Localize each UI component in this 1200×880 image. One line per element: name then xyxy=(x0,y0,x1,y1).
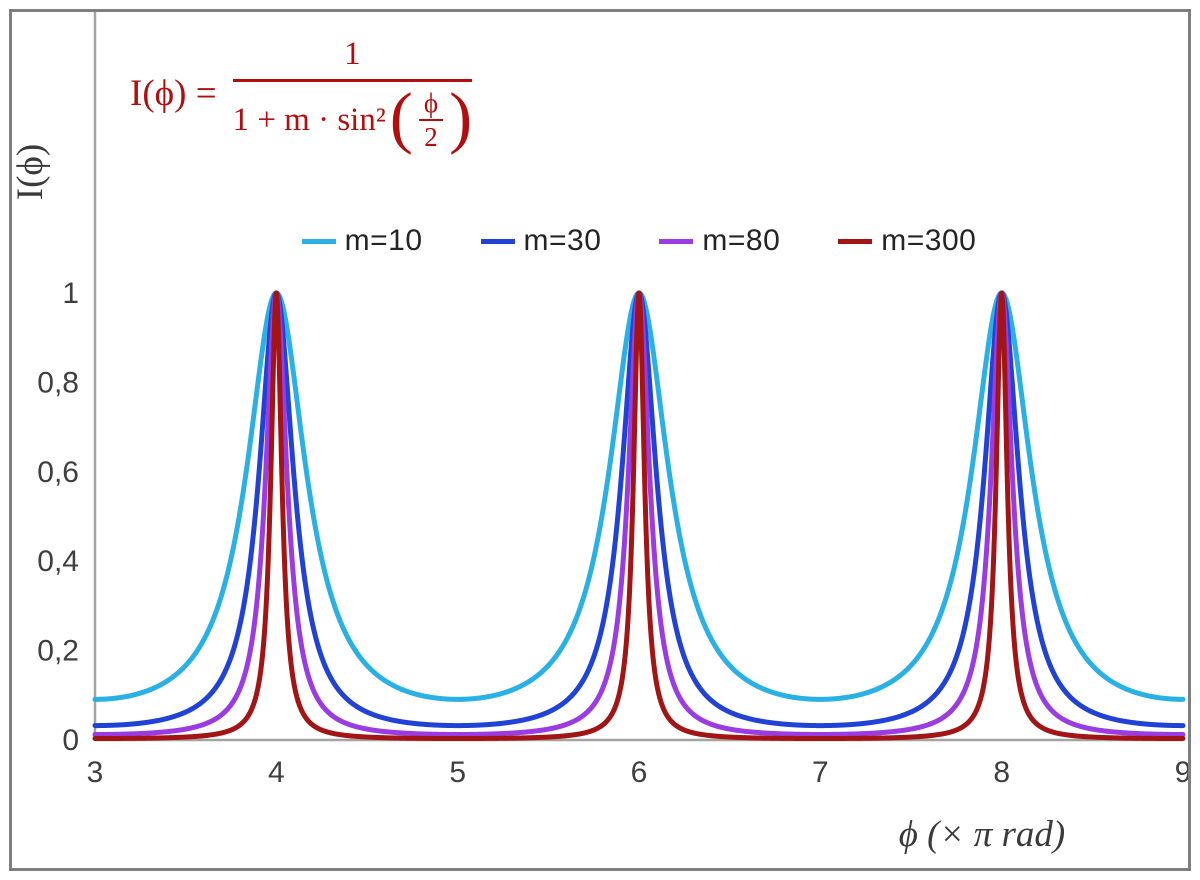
curve-m=80 xyxy=(92,290,1186,737)
x-tick-label: 3 xyxy=(87,756,104,789)
x-tick-label: 8 xyxy=(993,756,1010,789)
formula-inner-denominator: 2 xyxy=(424,122,438,153)
y-tick-label: 1 xyxy=(62,277,79,310)
legend-swatch xyxy=(659,238,694,244)
legend-label: m=30 xyxy=(523,224,602,257)
x-tick-label: 7 xyxy=(812,756,829,789)
x-axis-title: ϕ (× π rad) xyxy=(899,814,1065,855)
legend-swatch xyxy=(301,238,336,244)
y-tick-label: 0,8 xyxy=(37,366,79,399)
legend-swatch xyxy=(838,238,873,244)
legend-item-m=80: m=80 xyxy=(659,224,780,258)
legend: m=10 m=30 m=80 m=300 xyxy=(95,224,1183,258)
curve-m=300 xyxy=(92,290,1186,742)
x-tick-label: 5 xyxy=(449,756,466,789)
y-tick-label: 0,2 xyxy=(37,635,79,668)
formula-denominator: 1 + m · sin² ( ϕ 2 ) xyxy=(233,82,473,152)
formula-open-paren: ( xyxy=(389,77,413,155)
formula-numerator: 1 xyxy=(232,36,473,82)
formula-den-prefix: 1 + m · sin² xyxy=(232,101,386,138)
formula-lhs: I(ϕ) = xyxy=(130,73,217,115)
legend-label: m=80 xyxy=(702,224,781,257)
y-tick-label: 0,4 xyxy=(37,545,79,578)
legend-label: m=300 xyxy=(881,224,977,257)
y-axis-title: I(ϕ) xyxy=(10,144,51,200)
formula-inner-numerator: ϕ xyxy=(418,89,444,122)
legend-item-m=30: m=30 xyxy=(480,224,602,258)
x-tick-label: 4 xyxy=(268,756,285,789)
x-tick-label: 9 xyxy=(1175,756,1192,789)
legend-item-m=300: m=300 xyxy=(838,224,976,258)
y-tick-label: 0 xyxy=(62,724,79,757)
formula-fraction: 1 1 + m · sin² ( ϕ 2 ) xyxy=(232,36,473,152)
formula-inner-fraction: ϕ 2 xyxy=(418,89,444,153)
x-tick-label: 6 xyxy=(631,756,648,789)
legend-label: m=10 xyxy=(344,224,423,257)
formula: I(ϕ) = 1 1 + m · sin² ( ϕ 2 ) xyxy=(130,36,473,152)
formula-close-paren: ) xyxy=(449,77,473,155)
legend-item-m=10: m=10 xyxy=(301,224,423,258)
legend-swatch xyxy=(480,238,515,244)
y-tick-label: 0,6 xyxy=(37,456,79,489)
curve-m=30 xyxy=(92,290,1186,729)
